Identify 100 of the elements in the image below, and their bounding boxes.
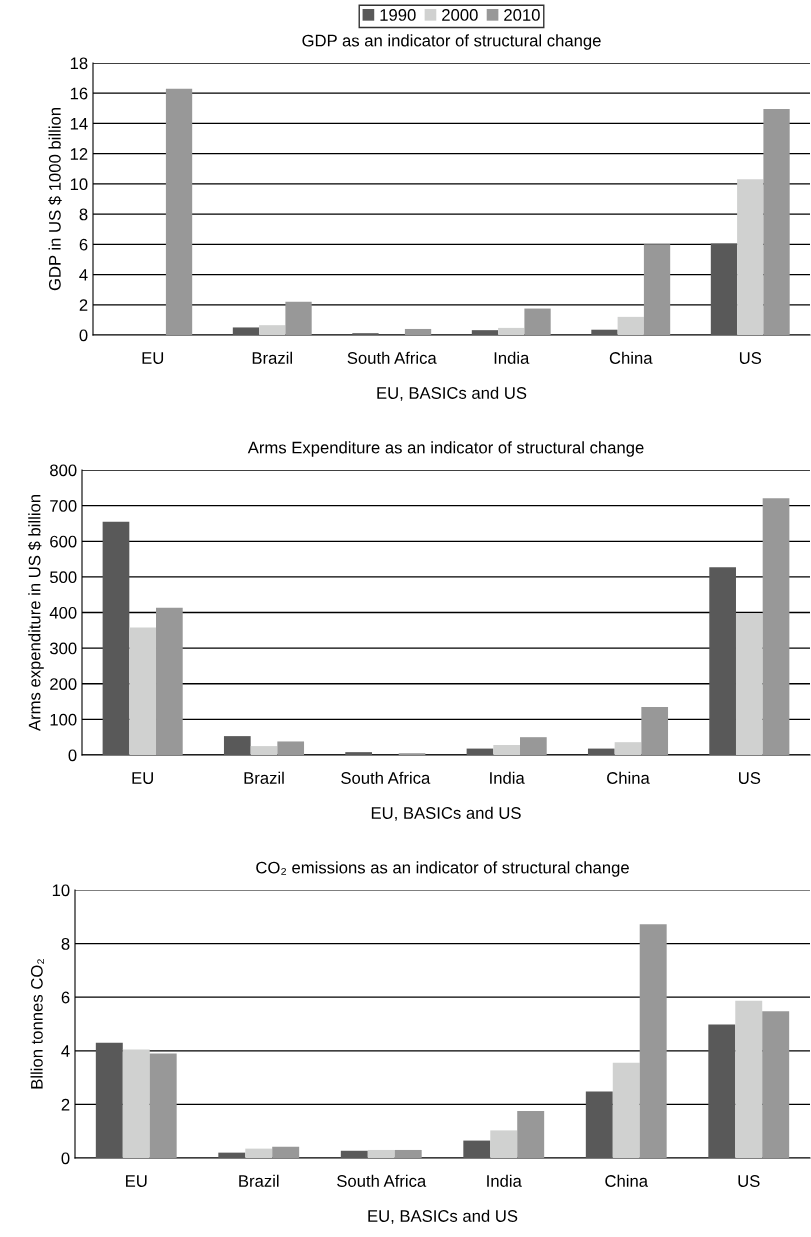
- y-tick-label: 800: [50, 464, 77, 477]
- bar: [517, 1111, 545, 1158]
- bar: [340, 1150, 368, 1158]
- bar: [272, 1146, 300, 1158]
- bar: [737, 179, 764, 335]
- y-tick-label: 0: [61, 1152, 70, 1165]
- x-tick-label: EU: [126, 1175, 147, 1187]
- bar: [102, 521, 130, 755]
- bar: [708, 1024, 736, 1158]
- x-axis-title: EU, BASICs and US: [371, 806, 521, 821]
- y-tick-label: 18: [70, 57, 88, 70]
- bar: [735, 613, 763, 755]
- bar: [591, 329, 618, 335]
- x-tick-label: EU: [132, 772, 153, 784]
- x-tick-label: China: [605, 1174, 649, 1187]
- bar: [277, 741, 305, 755]
- y-tick-label: 8: [61, 938, 70, 950]
- y-axis-title: GDP in US $ 1000 billion: [48, 108, 62, 291]
- bar: [345, 752, 372, 755]
- chart-title: CO₂ emissions as an indicator of structural change: [256, 861, 629, 877]
- y-tick-label: 8: [79, 208, 88, 221]
- x-tick-label: Brazil: [252, 351, 292, 364]
- y-tick-label: 0: [68, 749, 77, 762]
- bar: [735, 1000, 763, 1158]
- legend-label: 2010: [504, 9, 540, 21]
- bar: [463, 1140, 491, 1158]
- y-tick-label: 700: [50, 500, 77, 512]
- y-tick-label: 2: [61, 1098, 70, 1111]
- bar: [218, 1152, 246, 1158]
- bar: [250, 746, 278, 755]
- x-tick-label: EU: [142, 352, 164, 364]
- y-axis-title: Bllion tonnes CO₂: [30, 959, 45, 1089]
- bar: [165, 88, 193, 335]
- bar: [471, 330, 499, 335]
- bar: [763, 109, 790, 335]
- bar: [232, 327, 260, 335]
- x-tick-label: India: [490, 771, 525, 784]
- y-tick-label: 100: [50, 713, 77, 726]
- bar: [762, 1011, 790, 1158]
- bar: [643, 244, 671, 335]
- y-tick-label: 0: [79, 329, 88, 342]
- y-tick-label: 6: [61, 991, 70, 1004]
- x-tick-label: India: [487, 1174, 522, 1187]
- y-tick-label: 16: [70, 87, 88, 100]
- bar: [223, 736, 251, 755]
- x-tick-label: South Africa: [341, 771, 431, 784]
- bar: [95, 1042, 123, 1158]
- chart-title: Arms Expenditure as an indicator of structural change: [247, 441, 644, 457]
- x-tick-label: US: [739, 772, 761, 784]
- bar: [612, 1062, 640, 1158]
- y-tick-label: 10: [52, 884, 70, 897]
- legend-label: 2000: [442, 9, 478, 21]
- bar: [285, 301, 312, 335]
- bar: [710, 243, 738, 335]
- y-tick-label: 300: [49, 642, 77, 655]
- bar: [639, 924, 667, 1158]
- bar: [641, 706, 669, 755]
- bar: [149, 1053, 177, 1158]
- bar: [122, 1049, 150, 1158]
- x-tick-label: India: [494, 351, 530, 364]
- bar: [762, 498, 790, 755]
- x-axis-title: EU, BASICs and US: [368, 1209, 518, 1224]
- bar: [617, 316, 644, 335]
- y-tick-label: 500: [50, 571, 77, 584]
- bar: [490, 1130, 518, 1158]
- x-tick-label: US: [738, 1175, 760, 1187]
- x-tick-label: US: [739, 352, 762, 364]
- bar: [367, 1149, 395, 1158]
- x-tick-label: China: [607, 771, 650, 784]
- bar: [394, 1149, 422, 1158]
- legend-label: 1990: [380, 9, 416, 21]
- y-tick-label: 4: [79, 269, 88, 281]
- bar: [156, 607, 183, 755]
- y-axis-title: Arms expenditure in US $ billion: [27, 495, 44, 732]
- bar: [520, 737, 547, 755]
- y-tick-label: 2: [79, 299, 88, 311]
- bar: [709, 567, 736, 755]
- y-tick-label: 600: [50, 535, 77, 548]
- x-tick-label: Brazil: [244, 771, 284, 784]
- bar: [466, 748, 494, 755]
- y-tick-label: 200: [50, 678, 77, 690]
- x-tick-label: China: [609, 351, 653, 364]
- bar: [585, 1091, 613, 1158]
- bar: [614, 742, 642, 755]
- chart-title: GDP as an indicator of structural change: [302, 34, 601, 50]
- y-tick-label: 4: [61, 1045, 70, 1057]
- bar: [245, 1148, 273, 1158]
- bar: [129, 627, 157, 755]
- bar: [404, 328, 432, 335]
- bar: [493, 745, 521, 755]
- bar: [524, 308, 551, 335]
- bar: [259, 325, 286, 335]
- y-tick-label: 6: [79, 238, 88, 251]
- x-tick-label: South Africa: [337, 1174, 427, 1187]
- y-tick-label: 10: [70, 178, 88, 191]
- x-axis-title: EU, BASICs and US: [377, 386, 527, 401]
- bar: [587, 748, 615, 755]
- bar: [498, 327, 525, 335]
- x-tick-label: Brazil: [239, 1174, 279, 1187]
- y-tick-label: 14: [70, 118, 88, 130]
